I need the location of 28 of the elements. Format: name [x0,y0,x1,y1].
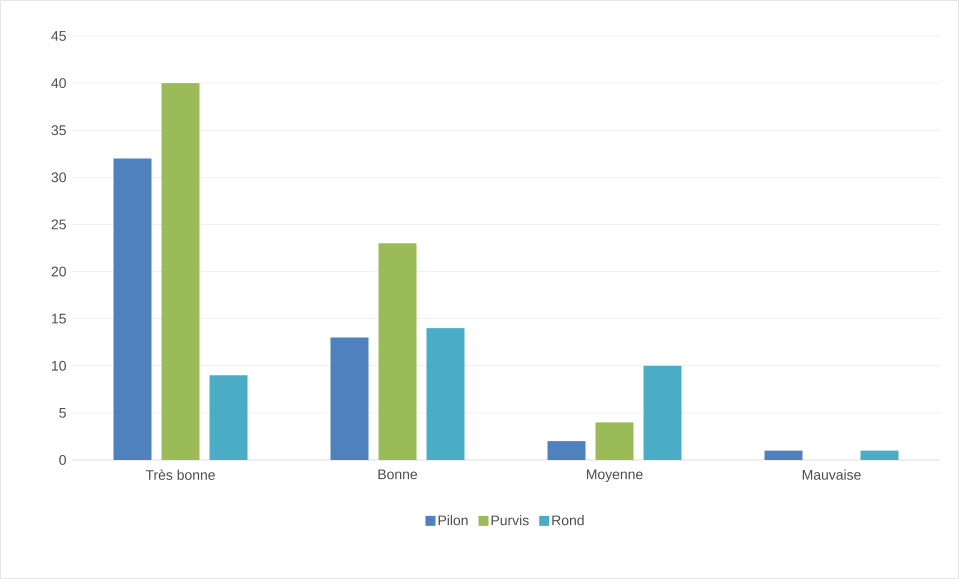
y-tick-label: 35 [51,125,66,136]
legend-label: Pilon [438,515,468,526]
y-tick-label: 40 [51,78,66,88]
bar [162,83,200,460]
y-tick-label: 10 [52,360,66,371]
y-tick-label: 45 [51,31,66,41]
bar [330,338,369,460]
y-tick-label: 20 [52,266,66,276]
bar [644,366,682,460]
y-tick-label: 30 [51,172,66,182]
y-tick-label: 15 [52,314,66,324]
bar [210,375,248,460]
y-tick-label: 0 [59,455,66,465]
x-tick-label: Bonne [378,470,418,480]
bar [548,441,586,460]
bar [426,328,465,460]
y-tick-label: 25 [52,219,66,230]
bar [860,450,899,460]
bar [114,158,152,460]
bar [378,243,417,460]
x-tick-label: Mauvaise [802,470,861,480]
x-tick-label: Moyenne [586,470,643,482]
bar [764,450,803,460]
bar [596,422,634,460]
legend-label: Rond [552,515,584,526]
y-tick-label: 5 [59,408,66,418]
legend-label: Purvis [492,515,529,526]
x-tick-label: Très bonne [146,470,215,480]
